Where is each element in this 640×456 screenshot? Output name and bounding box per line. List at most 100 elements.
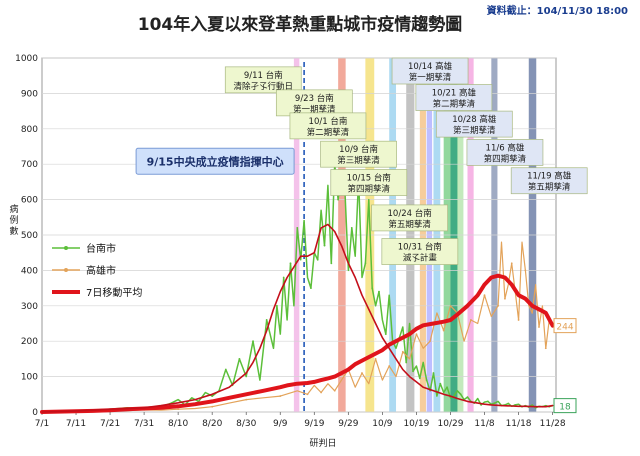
series-point-1	[177, 408, 180, 411]
annotation-box-0	[224, 66, 302, 94]
annotation-box-11	[510, 167, 588, 195]
series-point-0	[350, 227, 353, 229]
annotation-text: 10/15 台南	[347, 173, 391, 184]
series-point-1	[361, 372, 363, 374]
y-tick-label: 900	[21, 89, 38, 99]
legend-label-0: 台南市	[86, 242, 116, 255]
event-callout-box-0	[135, 147, 295, 175]
series-point-0	[487, 400, 489, 403]
series-point-0	[405, 361, 408, 364]
series-point-1	[306, 393, 309, 396]
series-point-0	[371, 287, 374, 289]
x-tick-label: 10/19	[403, 419, 429, 429]
series-point-0	[265, 319, 268, 321]
series-point-0	[384, 333, 387, 336]
series-point-0	[446, 386, 448, 389]
annotation-box-3	[320, 140, 397, 168]
end-label-box-1	[553, 398, 577, 414]
series-point-1	[524, 269, 527, 272]
series-point-1	[497, 304, 500, 307]
annotation-text: 10/14 高雄	[408, 61, 453, 72]
series-point-0	[282, 276, 285, 279]
series-point-1	[401, 350, 404, 353]
series-point-0	[493, 402, 496, 405]
series-point-1	[245, 398, 248, 401]
annotation-box-8	[415, 84, 493, 111]
series-point-0	[507, 402, 510, 405]
x-tick-label: 8/20	[202, 419, 222, 429]
annotation-text: 10/1 台南	[309, 116, 348, 127]
series-point-0	[303, 219, 306, 222]
annotation-text: 第一期孳清	[409, 72, 452, 83]
annotation-text: 清除孑孓行動日	[234, 81, 294, 92]
series-point-1	[429, 340, 431, 343]
x-tick-label: 8/10	[168, 419, 188, 429]
annotation-text: 10/31 台南	[398, 242, 442, 253]
series-point-1	[320, 391, 323, 394]
annotation-text: 10/28 高雄	[452, 114, 497, 125]
series-point-1	[504, 297, 506, 300]
y-axis-label: 病例數	[9, 203, 18, 237]
series-point-1	[538, 326, 540, 328]
x-tick-label: 10/29	[438, 419, 464, 429]
series-point-1	[211, 405, 214, 408]
plot-area: 0 100 200 300 400 500 600 700 800 900 1000 7/1 7/11 7…	[9, 54, 588, 429]
series-point-1	[442, 329, 445, 332]
series-point-0	[289, 262, 292, 265]
legend-marker-1	[64, 268, 68, 272]
annotation-box-10	[466, 139, 544, 166]
series-point-0	[224, 368, 227, 371]
series-point-1	[388, 365, 391, 367]
y-tick-label: 1000	[15, 54, 38, 64]
y-tick-label: 600	[21, 196, 38, 206]
series-point-0	[275, 304, 278, 307]
x-tick-label: 7/31	[134, 419, 154, 429]
annotation-text: 滅孓計畫	[403, 253, 438, 264]
y-tick-label: 200	[21, 337, 38, 347]
series-point-1	[544, 347, 547, 350]
annotation-text: 第二期孳清	[433, 99, 476, 110]
y-tick-label: 100	[21, 373, 38, 383]
series-point-1	[374, 358, 377, 360]
x-tick-label: 11/8	[474, 419, 494, 429]
annotation-text: 第三期孳清	[453, 125, 496, 136]
x-tick-label: 7/21	[100, 419, 120, 429]
series-point-0	[337, 198, 340, 201]
series-point-0	[238, 358, 241, 360]
series-point-0	[418, 377, 421, 380]
annotation-text: 第三期孳清	[337, 155, 380, 166]
annotation-box-9	[435, 110, 513, 138]
annotation-text: 10/9 台南	[339, 144, 378, 155]
y-tick-label: 400	[21, 266, 38, 276]
series-point-0	[330, 262, 333, 265]
end-label-box-0	[553, 318, 577, 334]
series-point-0	[310, 287, 312, 289]
series-point-0	[211, 395, 214, 397]
series-point-0	[296, 227, 299, 229]
series-line-2	[40, 273, 555, 414]
series-point-0	[323, 244, 326, 247]
x-tick-label: 11/18	[506, 419, 532, 429]
y-tick-label: 0	[32, 408, 38, 418]
series-point-0	[439, 382, 442, 385]
x-tick-label: 9/9	[273, 419, 288, 429]
series-point-0	[432, 372, 435, 374]
annotation-box-7	[391, 57, 469, 85]
annotation-text: 10/21 高雄	[432, 88, 477, 99]
y-tick-label: 300	[21, 302, 38, 312]
x-tick-label: 10/9	[372, 419, 392, 429]
series-point-0	[459, 393, 462, 396]
series-point-0	[378, 290, 380, 293]
event-callout-text: 9/15中央成立疫情指揮中心	[147, 154, 284, 168]
series-line-0	[41, 163, 554, 413]
series-point-1	[470, 319, 472, 321]
annotation-text: 第四期孳清	[484, 153, 527, 164]
series-point-1	[517, 319, 520, 321]
y-tick-label: 500	[21, 231, 38, 241]
annotation-box-4	[330, 169, 408, 196]
annotation-text: 9/23 台南	[295, 93, 334, 104]
series-point-0	[252, 340, 254, 343]
annotation-text: 11/6 高雄	[486, 142, 525, 153]
